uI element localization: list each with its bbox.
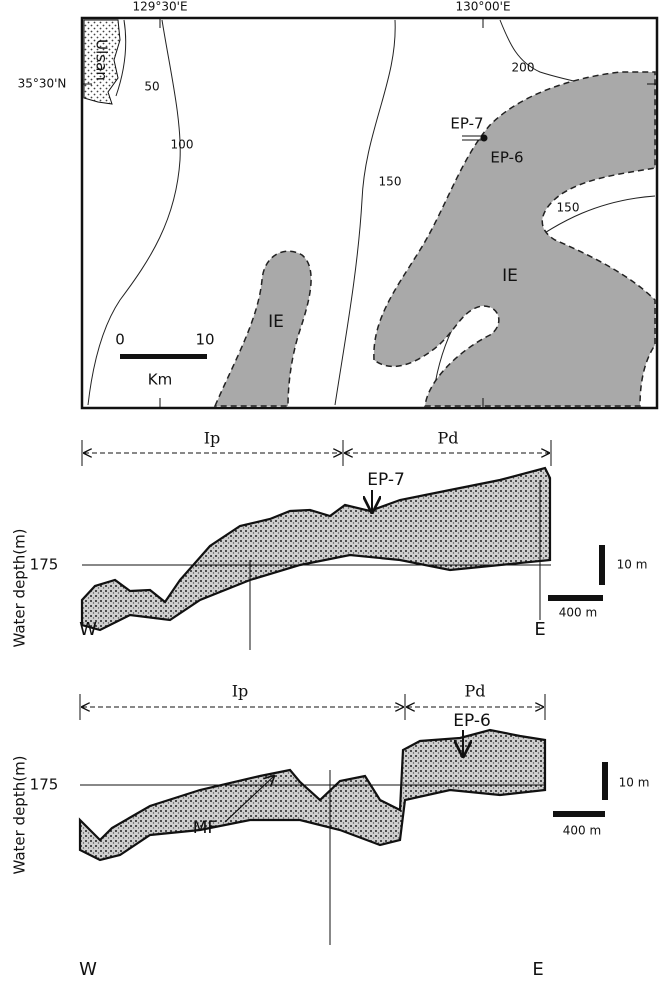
longitude-label: 130°00'E (455, 0, 510, 14)
scale-bar (599, 545, 605, 585)
seafloor (80, 730, 545, 860)
scale-bar (553, 811, 605, 817)
scale-label: 0 (115, 331, 125, 349)
contour-label: 50 (144, 80, 159, 94)
contour-label: 150 (557, 201, 580, 215)
unit-label: Pd (437, 429, 458, 448)
scale-label: 10 m (617, 558, 648, 572)
feature-label: MF (193, 818, 217, 838)
scale-bar (120, 354, 207, 359)
site-label: EP-6 (490, 149, 523, 167)
figure: 129°30'E 130°00'E 35°30'N Ulsan 50 100 1… (0, 0, 664, 990)
profile: Ip Pd 175 Water depth(m) EP-7 W E 10 m 4… (11, 429, 648, 651)
unit-label: Pd (464, 682, 485, 701)
scale-label: 10 (195, 331, 214, 349)
scale-label: 400 m (559, 606, 597, 620)
depth-label: 175 (30, 556, 59, 574)
scale-unit: Km (148, 371, 172, 389)
direction-label: E (532, 959, 543, 980)
site-label: EP-6 (453, 711, 491, 731)
unit-label: Ip (232, 682, 249, 701)
direction-label: W (79, 959, 97, 980)
seafloor (82, 468, 550, 630)
direction-label: W (79, 619, 97, 640)
site-label: EP-7 (450, 115, 483, 133)
scale-bar (548, 595, 603, 601)
direction-label: E (534, 619, 545, 640)
depth-label: 175 (30, 776, 59, 794)
area-label: IE (268, 312, 284, 332)
scale-label: 400 m (563, 824, 601, 838)
map: 129°30'E 130°00'E 35°30'N Ulsan 50 100 1… (18, 0, 657, 408)
site-marker (481, 135, 488, 142)
scale-bar (602, 762, 608, 800)
unit-label: Ip (204, 429, 221, 448)
profile: Ip Pd 175 Water depth(m) EP-6 MF W E 10 … (11, 682, 650, 981)
longitude-label: 129°30'E (132, 0, 187, 14)
place-label: Ulsan (93, 39, 111, 81)
axis-title: Water depth(m) (11, 755, 29, 874)
contour-label: 200 (512, 61, 535, 75)
scale-label: 10 m (619, 776, 650, 790)
contour-label: 150 (379, 175, 402, 189)
area-label: IE (502, 266, 518, 286)
axis-title: Water depth(m) (11, 528, 29, 647)
site-label: EP-7 (367, 470, 405, 490)
contour-label: 100 (171, 138, 194, 152)
latitude-label: 35°30'N (18, 77, 67, 91)
